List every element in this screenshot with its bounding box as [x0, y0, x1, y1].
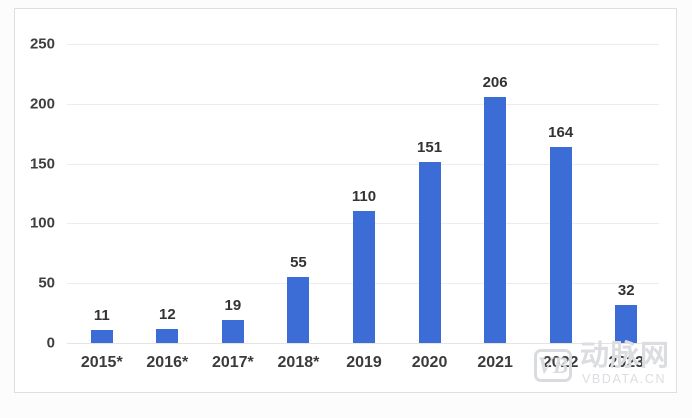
y-axis-tick-label: 200 — [29, 95, 55, 113]
y-axis-tick-label: 50 — [38, 274, 55, 292]
bar-value-label: 55 — [290, 254, 307, 272]
bar-value-label: 206 — [482, 73, 508, 91]
gridline — [67, 163, 659, 165]
bar — [156, 328, 179, 343]
y-axis-tick-label: 250 — [29, 35, 55, 53]
bar — [418, 162, 441, 343]
bar-value-label: 12 — [158, 305, 176, 323]
bar-value-label: 164 — [548, 123, 574, 141]
gridline — [67, 44, 659, 45]
gridline — [67, 343, 659, 344]
x-axis-tick-label: 2019 — [346, 354, 382, 371]
x-axis-tick-label: 2020 — [411, 354, 448, 371]
x-axis-tick-label: 2022 — [542, 354, 579, 371]
y-axis-tick-label: 0 — [46, 334, 55, 352]
bar — [484, 96, 507, 343]
y-axis-tick-label: 150 — [29, 155, 55, 173]
x-axis-tick-label: 2017* — [211, 354, 254, 371]
chart-panel: 0 50 100 150 200 250 11 2015* 12 2016* 19 2017* 55 20… — [14, 8, 677, 393]
bar — [90, 329, 113, 343]
bar-value-label: 11 — [93, 306, 110, 324]
bar-value-label: 32 — [617, 281, 635, 299]
bar — [221, 320, 244, 343]
y-axis-tick-label: 100 — [29, 214, 55, 232]
bar-value-label: 110 — [351, 188, 377, 206]
x-axis-tick-label: 2015* — [80, 354, 123, 371]
bar — [287, 277, 310, 343]
x-axis-tick-label: 2023 — [608, 354, 645, 371]
bar-value-label: 151 — [417, 139, 443, 157]
x-axis-tick-label: 2021 — [477, 354, 513, 371]
x-axis-tick-label: 2016* — [146, 354, 189, 371]
bar — [549, 146, 572, 343]
bar-value-label: 19 — [224, 297, 242, 315]
bar — [353, 211, 375, 343]
bar — [615, 304, 638, 343]
gridline — [67, 103, 659, 105]
bar-chart-plot-area: 0 50 100 150 200 250 11 2015* 12 2016* 19 2017* 55 20… — [15, 9, 676, 392]
x-axis-tick-label: 2018* — [277, 354, 320, 371]
